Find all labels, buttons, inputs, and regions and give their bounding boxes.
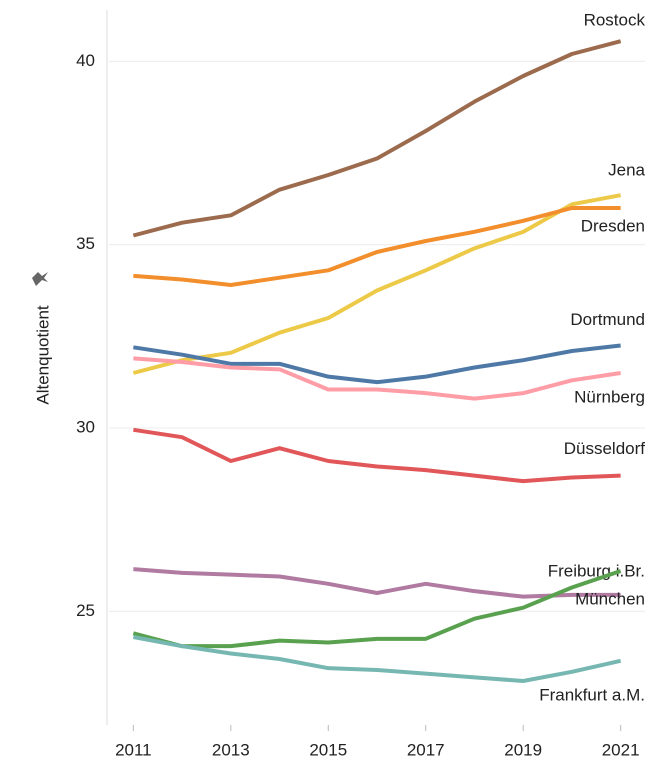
series-label: München xyxy=(575,589,645,608)
series-label: Dresden xyxy=(581,216,645,235)
y-tick-label: 35 xyxy=(76,234,95,253)
pin-icon[interactable] xyxy=(32,272,48,286)
line-series xyxy=(133,356,621,401)
series-label: Dortmund xyxy=(570,310,645,329)
series-label: Rostock xyxy=(584,11,646,30)
line-series xyxy=(133,567,621,599)
x-tick-label: 2021 xyxy=(602,740,640,759)
x-tick-label: 2015 xyxy=(309,740,347,759)
y-tick-label: 40 xyxy=(76,51,95,70)
y-tick-label: 25 xyxy=(76,601,95,620)
y-axis-label: Altenquotient xyxy=(33,305,52,405)
series-label: Jena xyxy=(608,161,645,180)
x-tick-label: 2011 xyxy=(115,740,152,759)
line-series xyxy=(132,39,622,238)
line-series xyxy=(133,427,621,484)
line-series xyxy=(132,569,622,649)
x-tick-label: 2013 xyxy=(212,740,250,759)
line-series xyxy=(133,343,621,385)
series-label: Frankfurt a.M. xyxy=(539,685,645,704)
line-series xyxy=(133,206,621,287)
x-tick-label: 2019 xyxy=(504,740,542,759)
series-label: Nürnberg xyxy=(574,387,645,406)
line-series xyxy=(132,193,622,375)
series-label: Düsseldorf xyxy=(564,439,646,458)
line-series xyxy=(132,635,622,683)
y-axis-title: Altenquotient xyxy=(33,305,52,405)
series-label: Freiburg i.Br. xyxy=(548,561,645,580)
x-tick-label: 2017 xyxy=(407,740,445,759)
y-tick-label: 30 xyxy=(76,417,95,436)
